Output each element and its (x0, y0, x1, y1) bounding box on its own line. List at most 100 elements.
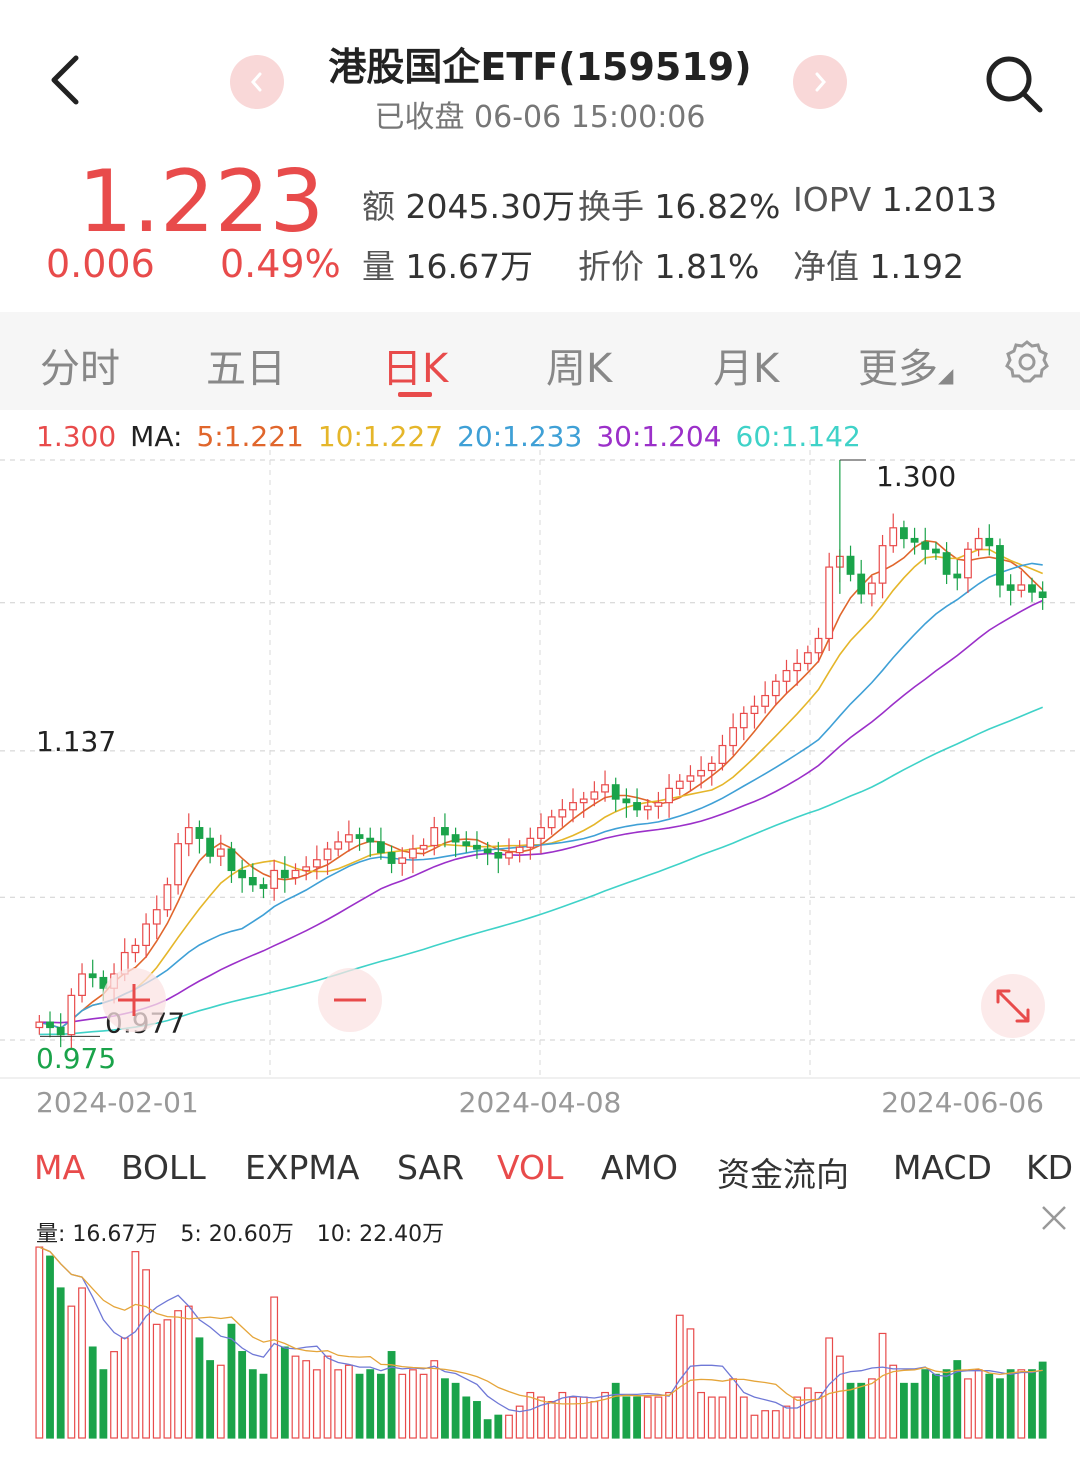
tab-five-day[interactable]: 五日 (206, 346, 286, 392)
volume-bar (814, 1391, 823, 1439)
ma-legend-item: 5:1.221 (196, 420, 304, 453)
candle (323, 848, 332, 861)
chevron-left-icon[interactable] (40, 50, 90, 110)
y-axis-label: 0.975 (36, 1042, 116, 1075)
tab-intraday[interactable]: 分时 (40, 346, 120, 392)
gear-icon[interactable] (1004, 338, 1050, 384)
ma20-line (39, 562, 1043, 1029)
candle (56, 1026, 65, 1036)
indicator-tab[interactable]: AMO (601, 1148, 679, 1187)
zoom-out-button[interactable] (318, 968, 382, 1032)
candle (1006, 584, 1015, 591)
indicator-tab[interactable]: SAR (397, 1148, 465, 1187)
volume-bar (110, 1351, 118, 1439)
candle (206, 837, 215, 857)
candle (302, 866, 311, 872)
ma-legend-prefix: MA: (130, 420, 183, 453)
last-price: 1.223 (78, 152, 325, 252)
caret-down-icon: ◢ (938, 363, 954, 387)
indicator-tab[interactable]: EXPMA (245, 1148, 360, 1187)
volume-bar (899, 1382, 908, 1439)
candlestick-chart[interactable]: 1.3000.9771.1370.9752024-02-012024-04-08… (0, 440, 1080, 1130)
candle (686, 775, 695, 782)
candle (280, 869, 289, 879)
volume-chart[interactable] (0, 1238, 1080, 1444)
candle (889, 527, 898, 547)
candle (526, 837, 535, 848)
volume-bar (376, 1373, 385, 1439)
active-tab-indicator (398, 392, 432, 397)
candle (761, 694, 770, 707)
candle (505, 852, 513, 859)
volume-bar (334, 1369, 343, 1439)
volume-bar (259, 1373, 268, 1439)
volume-bar (344, 1364, 353, 1439)
x-axis-label: 2024-06-06 (881, 1086, 1044, 1119)
close-icon[interactable] (1040, 1204, 1068, 1232)
indicator-tab[interactable]: 资金流向 (717, 1155, 849, 1194)
ma10-line (39, 548, 1044, 1029)
volume-bar (131, 1251, 140, 1439)
candle (248, 877, 257, 886)
indicator-tab[interactable]: VOL (497, 1148, 564, 1187)
candle (729, 727, 738, 747)
indicator-tab[interactable]: MA (34, 1148, 86, 1187)
volume-bar (707, 1396, 716, 1439)
stat-iopv: IOPV 1.2013 (793, 180, 998, 219)
volume-legend: 量: 16.67万 5: 20.60万 10: 22.40万 (36, 1216, 460, 1248)
tab-daily-k[interactable]: 日K (382, 346, 449, 392)
search-icon[interactable] (982, 52, 1046, 116)
ma-legend-price: 1.300 (36, 420, 117, 453)
candle (953, 573, 962, 579)
zoom-in-button[interactable] (102, 968, 166, 1032)
volume-bar (622, 1396, 631, 1439)
fullscreen-button[interactable] (981, 974, 1045, 1038)
volume-bar (419, 1373, 428, 1439)
indicator-tab[interactable]: KD (1026, 1148, 1074, 1187)
volume-bar (280, 1346, 289, 1439)
volume-bar (611, 1382, 620, 1439)
ma-legend-item: 20:1.233 (457, 420, 583, 453)
volume-bar (78, 1287, 86, 1439)
volume-bar (441, 1378, 449, 1439)
ma60-line (39, 706, 1043, 1036)
prev-stock-button[interactable] (230, 55, 284, 109)
tab-more[interactable]: 更多◢ (858, 346, 954, 392)
ma-legend-item: 60:1.142 (735, 420, 861, 453)
candle (366, 837, 375, 843)
candle (99, 976, 108, 989)
candle (985, 537, 994, 547)
volume-bar (537, 1396, 545, 1439)
candle (878, 545, 887, 584)
indicator-tab[interactable]: MACD (893, 1148, 992, 1187)
candle (654, 802, 663, 807)
candle (974, 537, 983, 550)
candle (409, 848, 417, 859)
volume-bar (921, 1369, 930, 1439)
volume-bar (718, 1396, 727, 1439)
candle (942, 552, 951, 575)
candle (996, 545, 1004, 586)
volume-bar (750, 1414, 759, 1439)
candle (622, 798, 631, 804)
indicator-tab[interactable]: BOLL (121, 1148, 206, 1187)
candle (515, 846, 524, 854)
candle (867, 582, 876, 595)
candle (46, 1021, 54, 1029)
volume-bar (56, 1287, 65, 1439)
next-stock-button[interactable] (793, 55, 847, 109)
tab-monthly-k[interactable]: 月K (713, 346, 780, 392)
volume-ma10-line (39, 1246, 1043, 1405)
volume-bar (782, 1405, 791, 1439)
candle (569, 802, 577, 811)
stat-turnover-amount: 额 2045.30万 (362, 187, 575, 226)
tab-weekly-k[interactable]: 周K (546, 346, 613, 392)
volume-bar (761, 1410, 770, 1439)
volume-bar (312, 1369, 321, 1439)
volume-bar (601, 1391, 609, 1439)
volume-bar (483, 1419, 492, 1439)
volume-bar (451, 1382, 460, 1439)
candle (270, 869, 279, 889)
candle (174, 843, 183, 886)
ma-legend-item: 10:1.227 (317, 420, 444, 453)
